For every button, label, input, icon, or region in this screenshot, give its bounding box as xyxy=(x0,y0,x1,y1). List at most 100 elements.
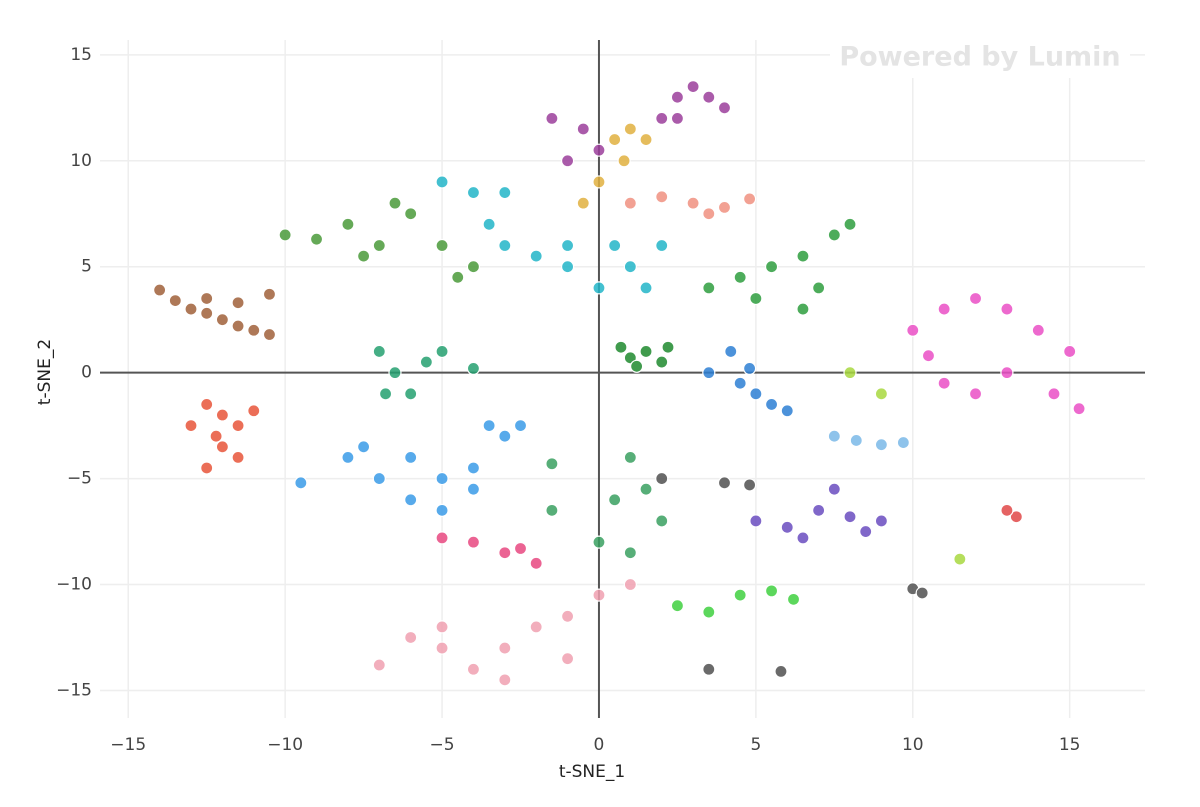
point xyxy=(435,175,449,189)
point xyxy=(576,196,590,210)
point xyxy=(614,340,628,354)
point xyxy=(278,228,292,242)
point xyxy=(372,471,386,486)
y-tick-label: 5 xyxy=(81,257,92,277)
point xyxy=(639,281,653,295)
point xyxy=(617,154,631,168)
point xyxy=(184,302,198,316)
x-tick-label: 0 xyxy=(594,735,605,755)
point xyxy=(1000,366,1014,380)
point xyxy=(608,493,622,507)
point xyxy=(231,419,245,433)
point xyxy=(717,476,732,490)
point xyxy=(262,327,277,342)
y-tick-label: −10 xyxy=(56,575,92,595)
point xyxy=(498,429,512,443)
point xyxy=(404,387,418,401)
point xyxy=(466,535,481,549)
point xyxy=(623,260,637,274)
point xyxy=(435,531,449,545)
grid-layer xyxy=(100,40,1145,718)
watermark: Powered by Lumin xyxy=(839,42,1120,73)
point xyxy=(357,440,371,454)
point xyxy=(661,340,675,354)
point xyxy=(592,143,606,157)
point xyxy=(742,361,757,376)
x-tick-label: −15 xyxy=(110,735,146,755)
point xyxy=(796,531,810,545)
point xyxy=(733,588,747,602)
point xyxy=(702,366,716,380)
point xyxy=(655,238,669,253)
point xyxy=(717,200,732,214)
point xyxy=(404,450,418,464)
y-tick-label: 10 xyxy=(70,151,92,171)
point xyxy=(655,471,669,486)
point xyxy=(498,185,512,200)
point xyxy=(451,270,465,284)
point xyxy=(749,387,763,401)
point xyxy=(733,376,747,390)
point xyxy=(702,90,716,104)
point xyxy=(466,662,481,676)
point xyxy=(378,387,393,401)
point xyxy=(231,296,245,310)
point xyxy=(827,228,841,242)
x-tick-label: 15 xyxy=(1059,735,1081,755)
point xyxy=(466,185,481,200)
point xyxy=(215,408,229,422)
point xyxy=(623,122,637,136)
point xyxy=(482,419,496,433)
point xyxy=(200,461,214,475)
point xyxy=(655,111,669,125)
point xyxy=(388,366,402,380)
point xyxy=(968,387,983,401)
point xyxy=(404,493,418,507)
point xyxy=(419,355,433,369)
point xyxy=(247,404,261,418)
point xyxy=(215,440,229,454)
y-axis-title: t-SNE_2 xyxy=(35,339,55,405)
point xyxy=(608,238,622,253)
point xyxy=(749,291,763,306)
point xyxy=(655,355,669,369)
point xyxy=(498,546,512,560)
point xyxy=(168,294,182,308)
point xyxy=(742,192,757,206)
point xyxy=(1009,510,1023,524)
y-tick-label: −5 xyxy=(67,469,92,489)
point xyxy=(608,132,622,147)
y-tick-label: 15 xyxy=(70,45,92,65)
point xyxy=(435,238,449,253)
point xyxy=(466,482,481,496)
point xyxy=(623,577,637,592)
point xyxy=(937,376,951,390)
point xyxy=(915,586,929,600)
point xyxy=(786,592,801,606)
point xyxy=(372,344,386,359)
x-tick-label: −5 xyxy=(430,735,455,755)
point xyxy=(764,260,779,274)
point xyxy=(812,281,826,295)
point xyxy=(733,270,747,284)
x-tick-label: 10 xyxy=(902,735,924,755)
point xyxy=(937,302,951,316)
point xyxy=(717,101,732,115)
point xyxy=(896,435,910,450)
point xyxy=(968,291,983,306)
point xyxy=(545,503,559,517)
point xyxy=(341,217,355,231)
point xyxy=(859,524,873,539)
point xyxy=(849,433,863,448)
point xyxy=(435,503,449,517)
point xyxy=(247,323,261,337)
point xyxy=(309,232,324,246)
point xyxy=(513,541,528,556)
point xyxy=(262,287,277,301)
point xyxy=(702,281,716,295)
x-tick-label: 5 xyxy=(750,735,761,755)
point xyxy=(874,387,888,401)
point xyxy=(874,438,888,452)
point xyxy=(560,609,575,623)
point xyxy=(780,520,794,534)
